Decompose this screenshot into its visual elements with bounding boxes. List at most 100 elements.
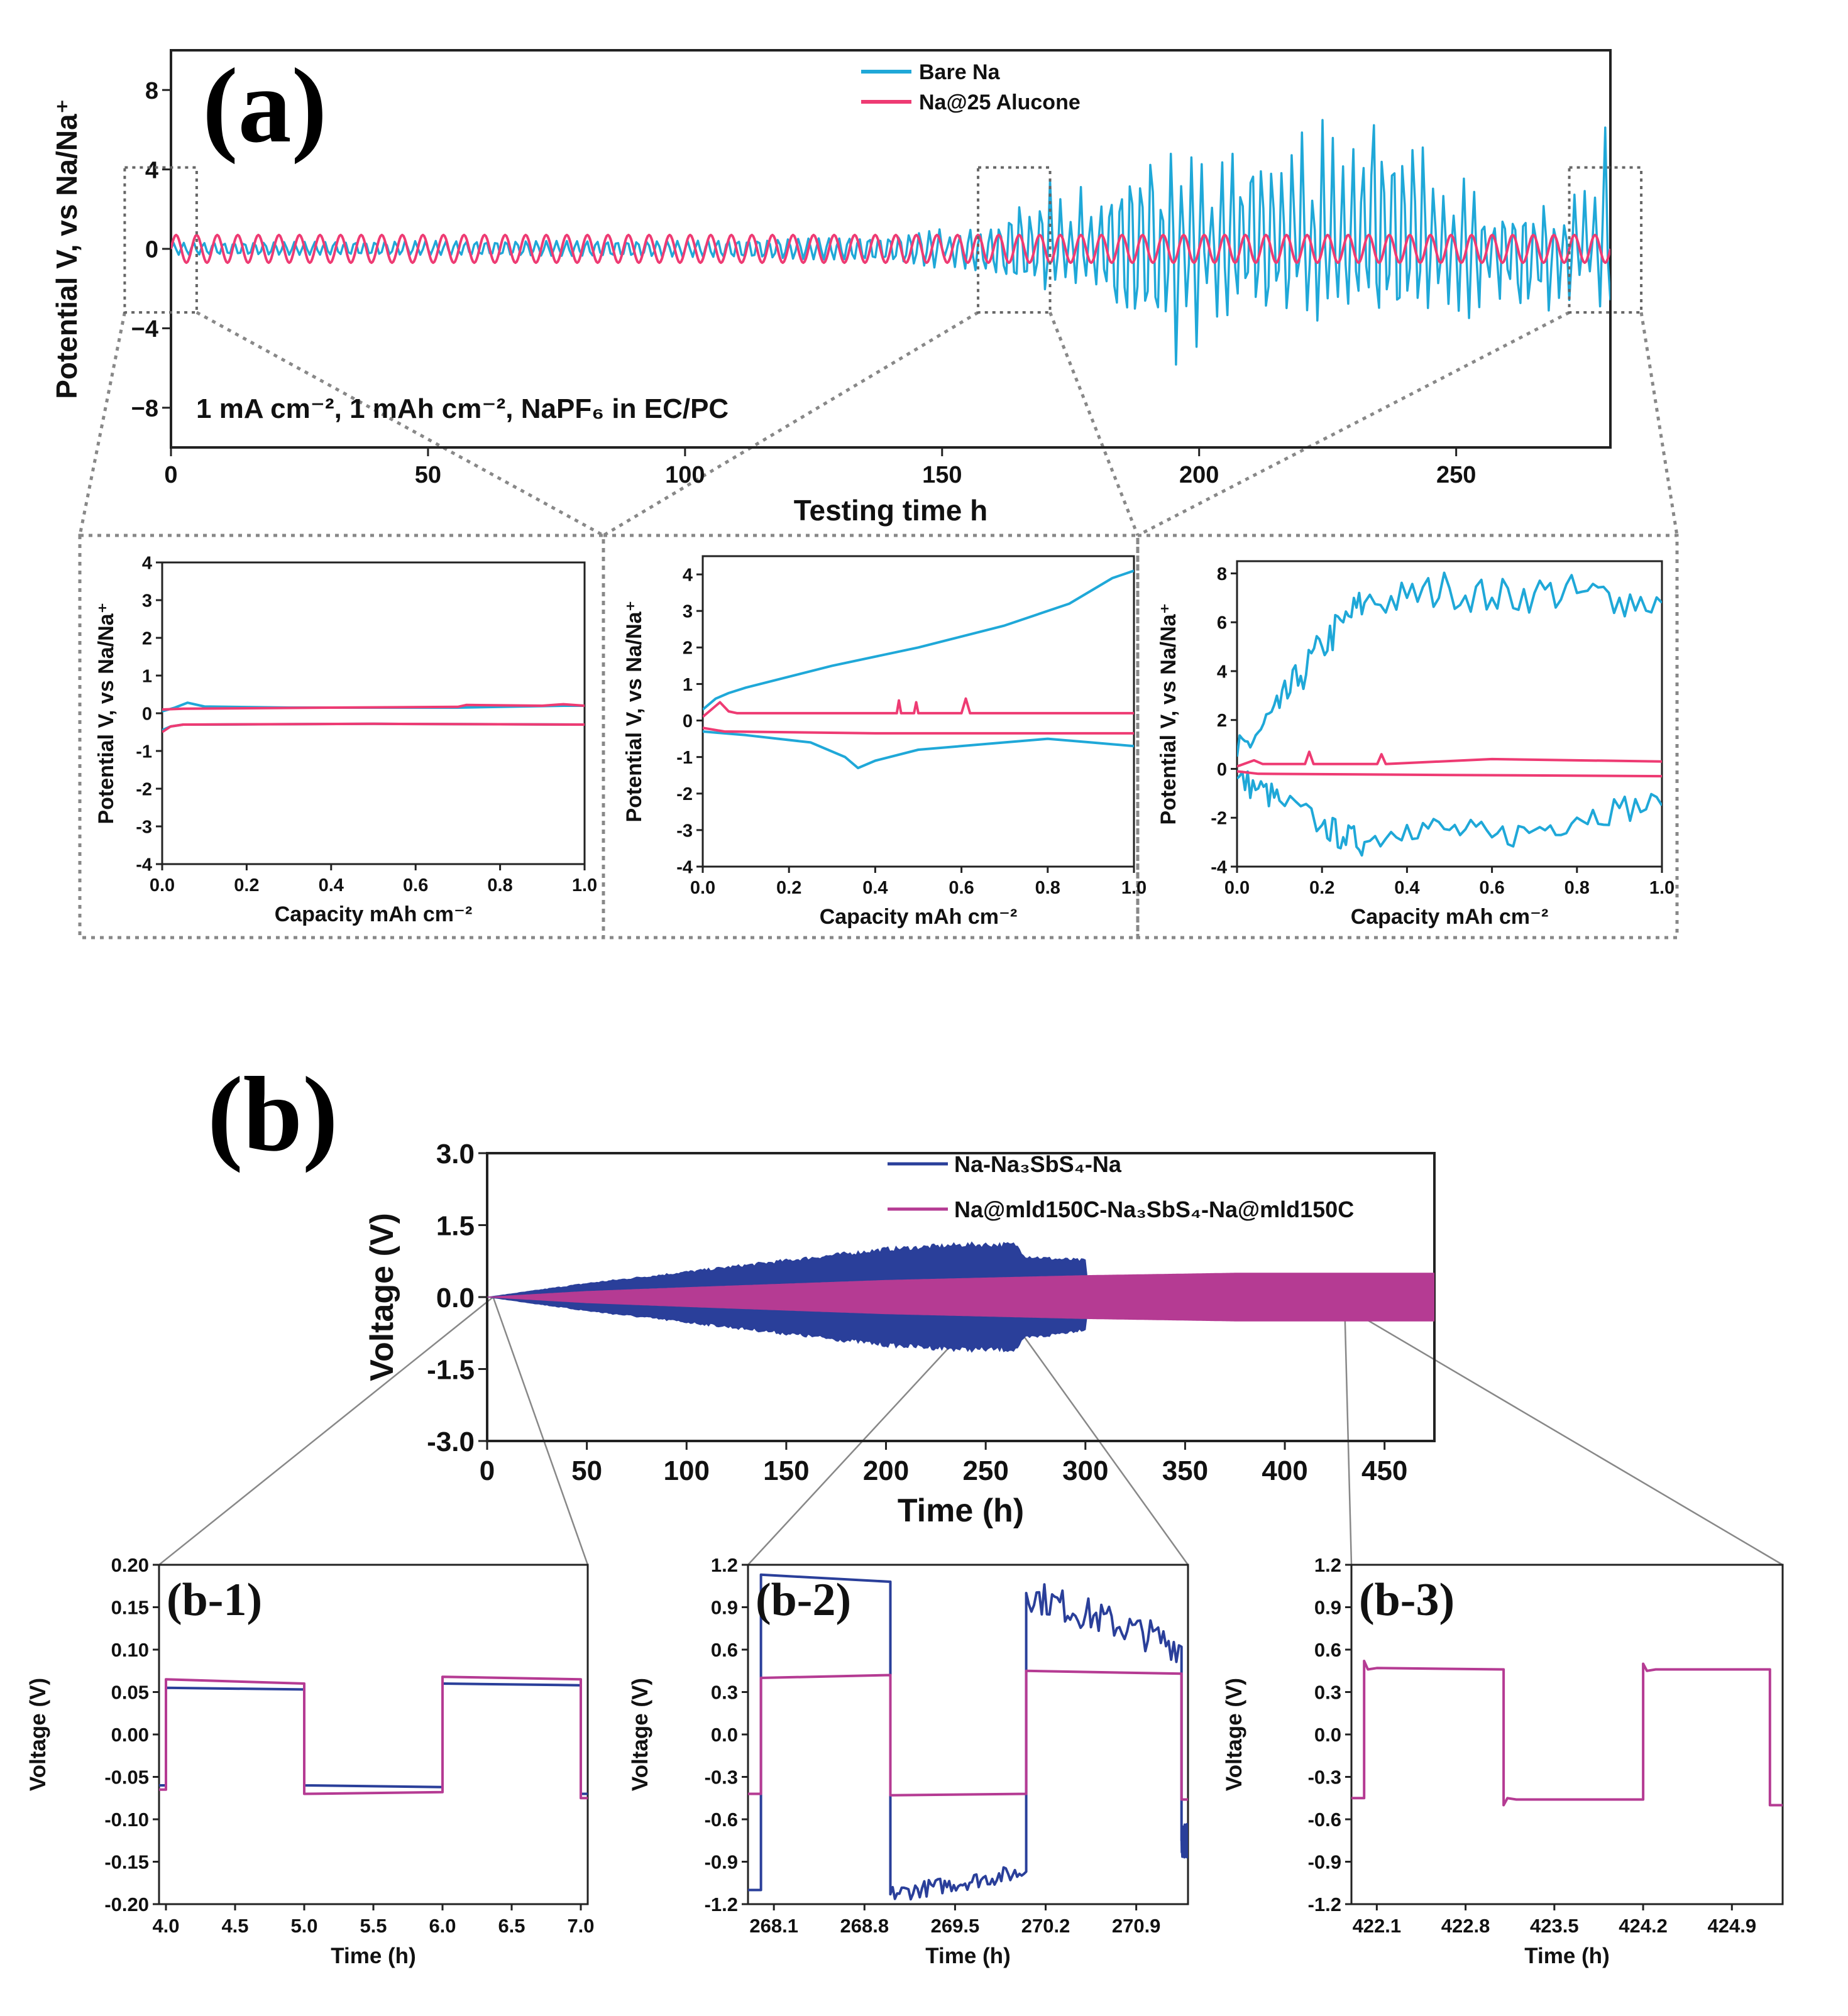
a-inset-3-series-2 bbox=[1237, 770, 1662, 857]
a-inset-3-axes: 0.0 0.2 0.4 0.6 0.8 1.0 8 6 4 2 0 -2 -4 Capacity mAh … bbox=[1157, 560, 1675, 929]
b-1-axes: 4.0 4.5 5.0 5.5 6.0 6.5 7.0 0.20 0.15 0.10 0.05 0.0… bbox=[26, 1554, 595, 1968]
a-main-xtick-label: 150 bbox=[922, 462, 962, 488]
b-legend-label: Na-Na₃SbS₄-Na bbox=[954, 1151, 1122, 1177]
a-main-xtick-label: 0 bbox=[164, 462, 177, 488]
b-2-ytick-label: -1.2 bbox=[705, 1893, 738, 1915]
a-inset-3-ylabel: Potential V, vs Na/Na⁺ bbox=[1157, 603, 1180, 824]
a-inset-2-ytick-label: -1 bbox=[676, 748, 693, 768]
b-3-connector-left bbox=[1343, 1307, 1353, 1565]
a-inset-1-ytick-label: 1 bbox=[142, 666, 152, 686]
b-3-xtick-label: 423.5 bbox=[1530, 1915, 1579, 1937]
a-inset-3-xtick-label: 0.2 bbox=[1309, 878, 1334, 898]
connector-left-1 bbox=[78, 312, 126, 536]
b-2-series-1 bbox=[748, 1573, 1188, 1901]
connector-right-1 bbox=[195, 310, 605, 537]
a-main-xtick-label: 250 bbox=[1436, 462, 1476, 488]
b-main-xtick-label: 100 bbox=[664, 1455, 710, 1486]
b-1-xtick-label: 5.0 bbox=[290, 1915, 317, 1937]
a-inset-2-xlabel: Capacity mAh cm⁻² bbox=[820, 905, 1018, 929]
a-main-xtick-label: 50 bbox=[415, 462, 441, 488]
b-1-ytick-label: -0.15 bbox=[104, 1851, 149, 1873]
b-main-ylabel: Voltage (V) bbox=[364, 1213, 400, 1381]
a-inset-1-xtick-label: 0.4 bbox=[319, 875, 344, 896]
a-inset-1-xtick-label: 0.0 bbox=[150, 875, 175, 896]
b-main-xtick-label: 400 bbox=[1262, 1455, 1307, 1486]
a-inset-1-xtick-label: 1.0 bbox=[572, 875, 597, 896]
a-inset-3-frame bbox=[1236, 560, 1663, 868]
a-inset-3-ytick-label: 6 bbox=[1217, 613, 1227, 633]
a-inset-1-ytick-label: 2 bbox=[142, 628, 152, 649]
a-main-ytick-label: −8 bbox=[131, 395, 158, 422]
a-legend: Bare Na Na@25 Alucone bbox=[861, 60, 1081, 114]
a-inset-1-series-4 bbox=[162, 722, 585, 733]
b-1-ytick-label: -0.20 bbox=[104, 1893, 149, 1915]
a-inset-3-series-3 bbox=[1237, 750, 1662, 768]
a-inset-2-plot bbox=[703, 569, 1134, 770]
a-main-ytick-label: 4 bbox=[145, 157, 158, 184]
a-inset-3-plot bbox=[1237, 571, 1662, 857]
a-inset-3-xtick-label: 0.4 bbox=[1394, 878, 1419, 898]
b-2-label: (b-2) bbox=[756, 1574, 851, 1626]
a-inset-3-ytick-label: 8 bbox=[1217, 564, 1227, 584]
connector-right-2 bbox=[1048, 312, 1140, 536]
b-3-xlabel: Time (h) bbox=[1524, 1944, 1609, 1968]
a-inset-1-ytick-label: 0 bbox=[142, 704, 152, 724]
a-inset-1-xtick-label: 0.6 bbox=[403, 875, 428, 896]
b-2-ytick-label: 0.9 bbox=[711, 1597, 738, 1619]
a-main-ytick-label: 8 bbox=[145, 78, 158, 104]
b-main-xlabel: Time (h) bbox=[898, 1493, 1024, 1529]
a-main-ylabel: Potential V, vs Na/Na⁺ bbox=[50, 99, 83, 399]
a-inset-1-plot bbox=[162, 701, 585, 733]
b-1-ylabel: Voltage (V) bbox=[26, 1678, 50, 1791]
zoom-box-3 bbox=[1568, 166, 1643, 314]
b-3-ytick-label: -0.3 bbox=[1308, 1767, 1341, 1789]
a-inset-2-xtick-label: 1.0 bbox=[1121, 878, 1147, 898]
b-1-connector-right bbox=[492, 1296, 589, 1565]
alucone-line bbox=[171, 233, 1610, 265]
a-inset-3-xtick-label: 0.8 bbox=[1565, 878, 1590, 898]
a-inset-2-ytick-label: 4 bbox=[683, 565, 693, 585]
b-1-series-1 bbox=[159, 1682, 588, 1795]
a-inset-3-xtick-label: 1.0 bbox=[1649, 878, 1675, 898]
b-2-xtick-label: 269.5 bbox=[931, 1915, 980, 1937]
inset-frame-3 bbox=[1136, 534, 1679, 940]
b-main-xtick-label: 50 bbox=[571, 1455, 602, 1486]
a-legend-label: Bare Na bbox=[919, 60, 1001, 84]
b-2-ytick-label: 0.0 bbox=[711, 1724, 738, 1746]
b-2-ytick-label: -0.3 bbox=[705, 1767, 738, 1789]
b-main-ytick-label: 3.0 bbox=[436, 1139, 475, 1170]
b-1-ytick-label: 0.00 bbox=[111, 1724, 149, 1746]
a-inset-2-xtick-label: 0.2 bbox=[776, 878, 801, 898]
b-main-ytick-label: -3.0 bbox=[427, 1427, 475, 1457]
a-main-axes: 0 50 100 150 200 250 8 4 0 −4 −8 Testing time h Pote… bbox=[50, 49, 1612, 527]
b-3-ylabel: Voltage (V) bbox=[1222, 1678, 1246, 1791]
b-1-xtick-label: 6.5 bbox=[498, 1915, 525, 1937]
a-main-ytick-label: −4 bbox=[131, 316, 158, 342]
b-1-connector-left bbox=[158, 1296, 494, 1565]
b-2-connector-right bbox=[995, 1296, 1189, 1565]
b-1-xtick-label: 4.5 bbox=[221, 1915, 248, 1937]
b-3-ytick-label: 0.3 bbox=[1314, 1682, 1341, 1704]
b-3-ytick-label: 0.0 bbox=[1314, 1724, 1341, 1746]
b-3-plot bbox=[1351, 1660, 1783, 1807]
a-inset-2-ytick-label: -4 bbox=[676, 857, 693, 877]
b-2-axes: 268.1 268.8 269.5 270.2 270.9 1.2 0.9 0.6 0.3 0.0… bbox=[628, 1554, 1189, 1968]
a-inset-1-xtick-label: 0.2 bbox=[234, 875, 259, 896]
b-1-ytick-label: 0.10 bbox=[111, 1639, 149, 1661]
b-1-ytick-label: 0.15 bbox=[111, 1597, 149, 1619]
b-1-xlabel: Time (h) bbox=[331, 1944, 415, 1968]
b-3-connector-right bbox=[1344, 1306, 1783, 1566]
b-2-xtick-label: 270.9 bbox=[1112, 1915, 1161, 1937]
a-inset-2-series-3 bbox=[703, 697, 1134, 718]
b-3-series-1 bbox=[1351, 1660, 1783, 1807]
b-2-xlabel: Time (h) bbox=[925, 1944, 1010, 1968]
b-1-xtick-label: 4.0 bbox=[152, 1915, 179, 1937]
a-main-plot bbox=[171, 119, 1610, 366]
b-2-ytick-label: -0.9 bbox=[705, 1851, 738, 1873]
b-2-ylabel: Voltage (V) bbox=[628, 1678, 652, 1791]
a-inset-1-xlabel: Capacity mAh cm⁻² bbox=[275, 902, 473, 926]
a-inset-3-series-4 bbox=[1237, 770, 1662, 778]
b-3-ytick-label: -0.9 bbox=[1308, 1851, 1341, 1873]
